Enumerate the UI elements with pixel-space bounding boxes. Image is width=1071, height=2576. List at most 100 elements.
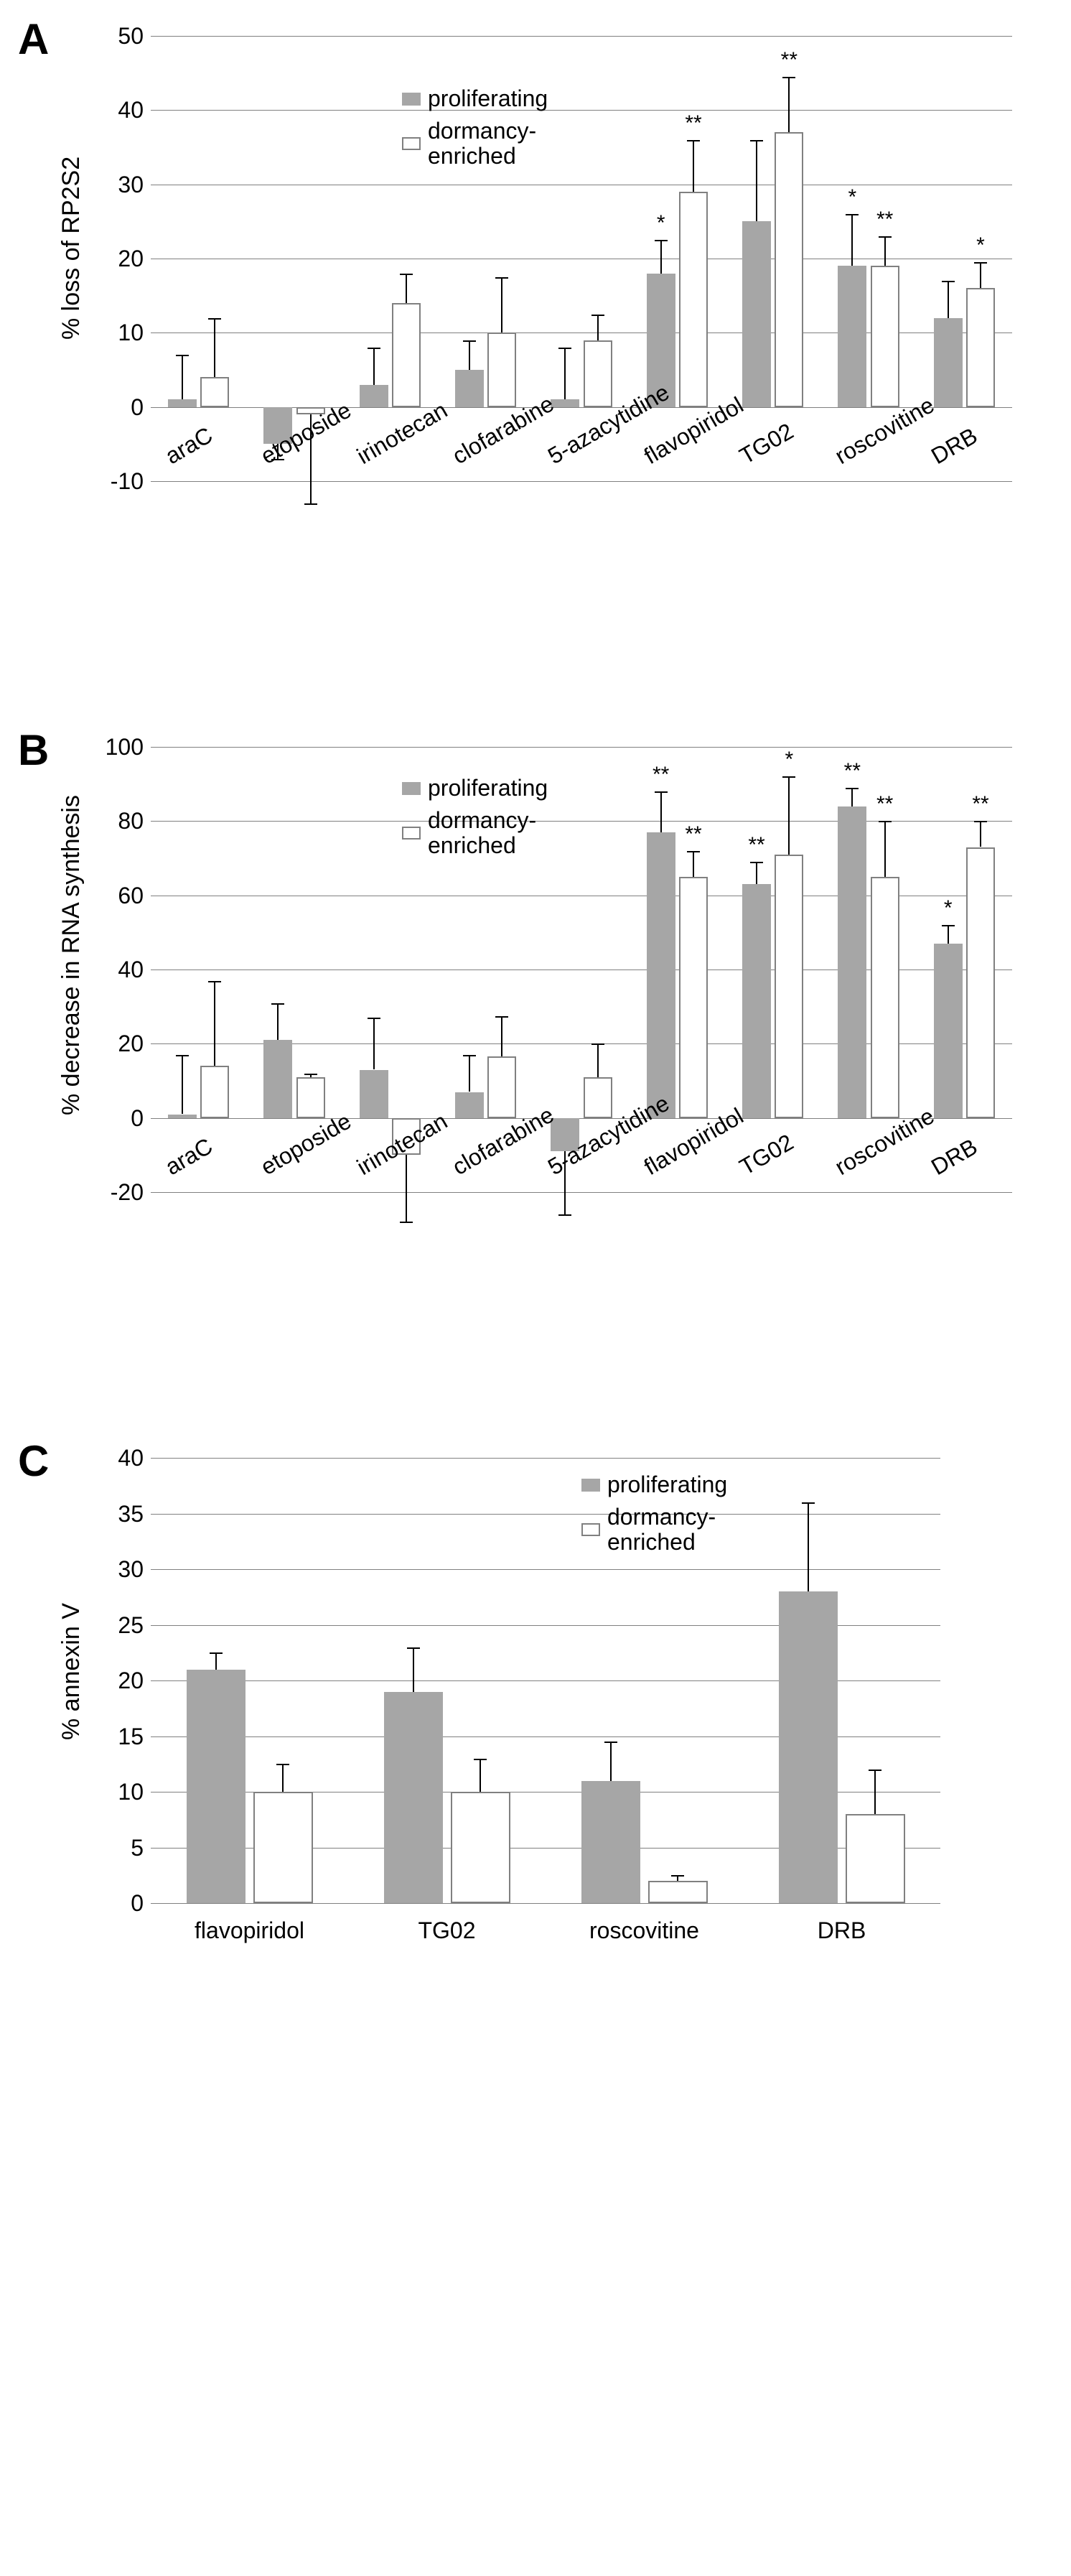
legend-text: dormancy-enriched — [428, 808, 536, 858]
error-bar — [214, 981, 215, 1066]
error-cap — [974, 262, 987, 264]
y-tick-label: 25 — [93, 1612, 144, 1639]
error-cap — [846, 788, 859, 789]
error-cap — [463, 340, 476, 342]
error-cap — [208, 981, 221, 982]
error-bar — [182, 355, 183, 399]
error-bar — [373, 1018, 375, 1069]
error-cap — [687, 140, 700, 141]
legend-swatch — [402, 137, 421, 150]
bar-dormancy — [679, 877, 708, 1118]
y-tick-label: -20 — [93, 1179, 144, 1206]
error-cap — [304, 503, 317, 505]
error-cap — [591, 1043, 604, 1045]
error-bar — [373, 348, 375, 385]
error-cap — [558, 1214, 571, 1216]
bar-proliferating — [934, 318, 963, 407]
error-bar — [610, 1742, 612, 1780]
significance-label: ** — [871, 792, 899, 817]
y-tick-label: 35 — [93, 1501, 144, 1528]
gridline — [151, 1118, 1012, 1119]
y-tick-label: -10 — [93, 468, 144, 495]
legend-swatch — [402, 93, 421, 106]
significance-label: * — [934, 896, 963, 921]
gridline — [151, 1192, 1012, 1193]
error-bar — [480, 1759, 481, 1792]
x-category-label: TG02 — [348, 1917, 546, 1944]
bar-dormancy — [296, 1077, 325, 1118]
gridline — [151, 747, 1012, 748]
error-bar — [597, 1043, 599, 1077]
error-bar — [660, 791, 662, 832]
y-tick-label: 40 — [93, 957, 144, 983]
bar-proliferating — [742, 884, 771, 1118]
error-bar — [564, 348, 566, 399]
x-category-label: DRB — [743, 1917, 940, 1944]
error-bar — [277, 1003, 279, 1041]
gridline — [151, 481, 1012, 482]
error-cap — [276, 1764, 289, 1765]
error-cap — [176, 1055, 189, 1056]
legend-item: proliferating — [581, 1472, 727, 1497]
error-cap — [604, 1742, 617, 1743]
bar-proliferating — [187, 1670, 246, 1904]
gridline — [151, 1569, 940, 1570]
bar-dormancy — [451, 1792, 510, 1903]
gridline — [151, 1458, 940, 1459]
x-category-label: flavopiridol — [151, 1917, 348, 1944]
y-tick-label: 40 — [93, 1445, 144, 1471]
error-cap — [208, 318, 221, 320]
bar-proliferating — [360, 385, 388, 407]
panel-label: A — [18, 14, 49, 64]
error-bar — [948, 281, 949, 318]
significance-label: * — [647, 211, 675, 236]
legend: proliferatingdormancy-enriched — [402, 86, 548, 177]
y-tick-label: 30 — [93, 172, 144, 198]
error-bar — [501, 1016, 502, 1057]
x-category-label: roscovitine — [546, 1917, 743, 1944]
error-bar — [788, 776, 790, 855]
error-bar — [693, 851, 694, 877]
significance-label: ** — [775, 48, 803, 73]
error-bar — [182, 1055, 183, 1115]
gridline — [151, 110, 1012, 111]
bar-dormancy — [584, 1077, 612, 1118]
bar-dormancy — [871, 877, 899, 1118]
error-bar — [406, 274, 407, 303]
error-cap — [655, 791, 668, 793]
gridline — [151, 1514, 940, 1515]
error-bar — [501, 277, 502, 333]
error-cap — [846, 214, 859, 215]
y-tick-label: 0 — [93, 394, 144, 421]
error-cap — [400, 274, 413, 275]
error-cap — [368, 1018, 380, 1019]
bar-dormancy — [392, 303, 421, 407]
error-bar — [214, 318, 215, 378]
y-tick-label: 20 — [93, 246, 144, 272]
error-cap — [176, 355, 189, 356]
bar-proliferating — [742, 221, 771, 406]
legend-item: dormancy-enriched — [581, 1505, 727, 1555]
bar-dormancy — [200, 377, 229, 406]
bar-proliferating — [384, 1692, 444, 1904]
y-tick-label: 0 — [93, 1105, 144, 1132]
significance-label: ** — [966, 792, 995, 817]
panel-label: B — [18, 725, 49, 775]
bar-dormancy — [679, 192, 708, 407]
error-bar — [413, 1647, 414, 1692]
error-bar — [469, 1055, 470, 1092]
bar-dormancy — [966, 288, 995, 406]
y-tick-label: 0 — [93, 1890, 144, 1917]
legend-swatch — [581, 1479, 600, 1492]
error-bar — [215, 1652, 217, 1669]
error-cap — [591, 315, 604, 316]
y-tick-label: 15 — [93, 1724, 144, 1750]
error-bar — [980, 262, 981, 288]
bar-proliferating — [455, 1092, 484, 1118]
significance-label: ** — [679, 111, 708, 136]
error-bar — [693, 140, 694, 192]
error-cap — [655, 240, 668, 241]
error-cap — [879, 821, 892, 822]
gridline — [151, 1903, 940, 1904]
legend-text: proliferating — [607, 1472, 727, 1497]
